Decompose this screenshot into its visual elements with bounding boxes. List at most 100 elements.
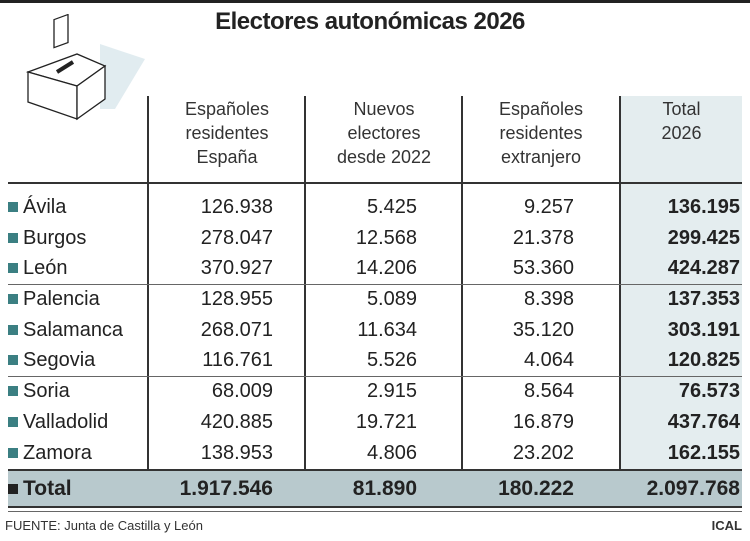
row-name: Ávila: [8, 192, 66, 222]
cell-value: 136.195: [667, 196, 740, 218]
cell-value: 137.353: [667, 288, 740, 310]
header-line: residentes: [185, 123, 269, 143]
cell-value: 81.890: [352, 477, 417, 500]
bullet-square-icon: [8, 355, 18, 365]
total-column-bg: [620, 96, 742, 470]
bullet-square-icon: [8, 448, 18, 458]
cell-value: 120.825: [667, 349, 740, 371]
cell-value: 4.064: [523, 349, 574, 371]
brand-logo: ICAL: [711, 518, 742, 533]
cell-value: 180.222: [498, 477, 574, 500]
province-name: Zamora: [23, 442, 92, 464]
row-name: Burgos: [8, 223, 86, 253]
source-note: FUENTE: Junta de Castilla y León: [5, 518, 203, 533]
total-label: Total: [23, 477, 72, 500]
group-divider: [8, 284, 742, 285]
row-name: Soria: [8, 376, 70, 406]
header-line: España: [196, 147, 258, 167]
table-row: Salamanca 268.071 11.634 35.120 303.191: [8, 315, 742, 345]
table-row: Palencia 128.955 5.089 8.398 137.353: [8, 284, 742, 314]
header-line: electores: [347, 123, 421, 143]
cell-value: 11.634: [357, 319, 417, 341]
cell-value: 23.202: [512, 442, 574, 464]
cell-value: 21.378: [512, 227, 574, 249]
table-row-total: Total 1.917.546 81.890 180.222 2.097.768: [8, 471, 742, 506]
header-residentes-espana: Españoles residentes España: [150, 97, 304, 169]
header-line: Españoles: [498, 99, 584, 119]
cell-value: 8.564: [523, 380, 574, 402]
bullet-square-icon: [8, 386, 18, 396]
cell-value: 420.885: [200, 411, 273, 433]
cell-value: 76.573: [678, 380, 740, 402]
row-name: Segovia: [8, 345, 95, 375]
cell-value: 35.120: [512, 319, 574, 341]
total-divider: [8, 469, 742, 471]
ballot-box-icon: [25, 14, 145, 121]
page-title: Electores autonómicas 2026: [215, 8, 525, 35]
table-row: Ávila 126.938 5.425 9.257 136.195: [8, 192, 742, 222]
column-divider: [147, 96, 149, 507]
province-name: Burgos: [23, 227, 87, 249]
bullet-square-icon: [8, 294, 18, 304]
province-name: Valladolid: [23, 411, 109, 433]
province-name: León: [23, 257, 68, 279]
bottom-divider: [8, 506, 742, 508]
column-divider: [304, 96, 306, 507]
cell-value: 19.721: [355, 411, 417, 433]
bullet-square-icon: [8, 233, 18, 243]
cell-value: 4.806: [366, 442, 417, 464]
header-line: Total: [662, 99, 701, 119]
header-line: residentes: [499, 123, 583, 143]
cell-value: 2.915: [366, 380, 417, 402]
header-line: Españoles: [184, 99, 270, 119]
cell-value: 128.955: [200, 288, 273, 310]
table-row: Segovia 116.761 5.526 4.064 120.825: [8, 345, 742, 375]
table-row: Soria 68.009 2.915 8.564 76.573: [8, 376, 742, 406]
province-name: Segovia: [23, 349, 96, 371]
header-line: extranjero: [500, 147, 582, 167]
cell-value: 14.206: [355, 257, 417, 279]
group-divider: [8, 376, 742, 377]
cell-value: 370.927: [200, 257, 273, 279]
province-name: Soria: [23, 380, 70, 402]
header-residentes-extranjero: Españoles residentes extranjero: [464, 97, 618, 169]
header-line: Nuevos: [353, 99, 415, 119]
cell-value: 138.953: [200, 442, 273, 464]
cell-value: 299.425: [667, 227, 740, 249]
header-line: desde 2022: [336, 147, 432, 167]
cell-value: 303.191: [667, 319, 740, 341]
row-name: Total: [8, 471, 72, 506]
top-bar: [0, 0, 750, 3]
table-row: Zamora 138.953 4.806 23.202 162.155: [8, 438, 742, 468]
bullet-square-icon: [8, 325, 18, 335]
cell-value: 16.879: [512, 411, 574, 433]
cell-value: 278.047: [200, 227, 273, 249]
cell-value: 437.764: [667, 411, 740, 433]
province-name: Ávila: [23, 196, 67, 218]
row-name: León: [8, 253, 68, 283]
row-name: Palencia: [8, 284, 100, 314]
cell-value: 53.360: [512, 257, 574, 279]
bullet-square-icon: [8, 202, 18, 212]
cell-value: 1.917.546: [179, 477, 273, 500]
cell-value: 424.287: [667, 257, 740, 279]
cell-value: 116.761: [202, 349, 273, 371]
table-row: León 370.927 14.206 53.360 424.287: [8, 253, 742, 283]
header-line: 2026: [661, 123, 702, 143]
header-nuevos-electores: Nuevos electores desde 2022: [307, 97, 461, 169]
cell-value: 5.526: [366, 349, 417, 371]
row-name: Valladolid: [8, 407, 108, 437]
cell-value: 12.568: [355, 227, 417, 249]
cell-value: 5.425: [366, 196, 417, 218]
province-name: Salamanca: [23, 319, 124, 341]
cell-value: 8.398: [523, 288, 574, 310]
table-row: Burgos 278.047 12.568 21.378 299.425: [8, 223, 742, 253]
column-divider: [461, 96, 463, 507]
footer-divider: [8, 511, 742, 512]
cell-value: 2.097.768: [646, 477, 740, 500]
bullet-square-icon: [8, 263, 18, 273]
cell-value: 5.089: [366, 288, 417, 310]
province-name: Palencia: [23, 288, 100, 310]
header-total-2026: Total 2026: [621, 97, 742, 145]
bullet-square-icon: [8, 417, 18, 427]
